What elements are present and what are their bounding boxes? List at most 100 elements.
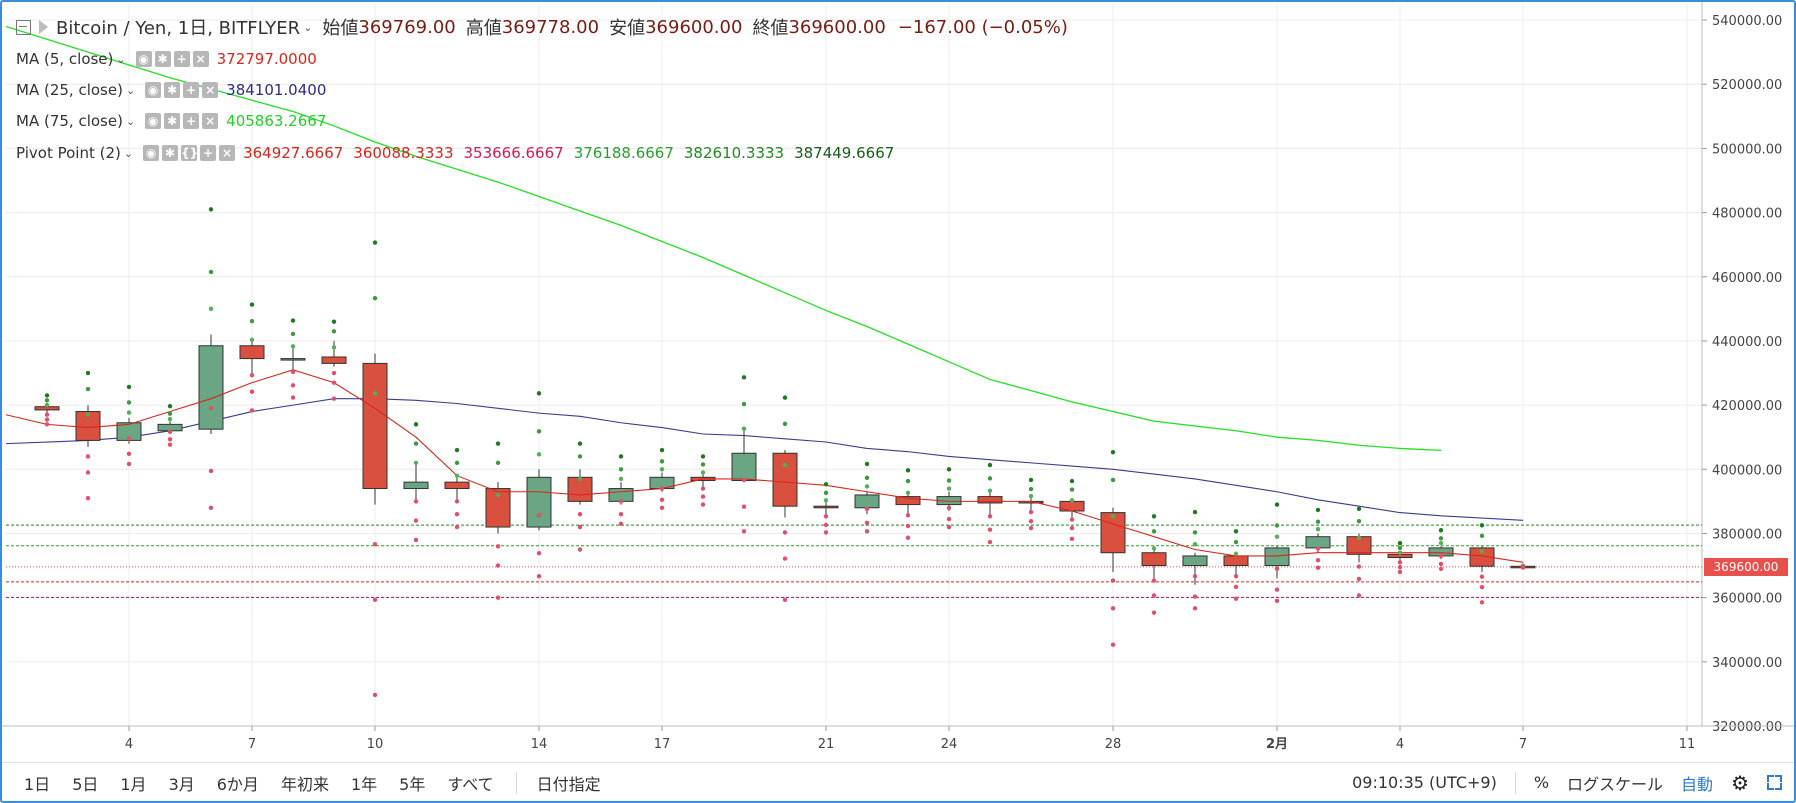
eye-icon[interactable]: ◉	[143, 145, 160, 161]
pivot-support-dot	[1438, 561, 1444, 567]
close-icon[interactable]: ×	[219, 145, 236, 161]
date-range-button[interactable]: 日付指定	[536, 774, 601, 794]
close-icon[interactable]: ×	[202, 82, 219, 98]
pivot-support-dot	[290, 369, 296, 375]
toolbar-divider	[1514, 771, 1516, 794]
time-axis-label: 14	[531, 737, 548, 752]
gear-icon[interactable]: ✱	[154, 51, 171, 67]
indicator-controls[interactable]: ◉ ✱ + ×	[135, 51, 209, 67]
candle-up	[198, 345, 224, 430]
price-axis-label: 400000.00	[1712, 463, 1782, 478]
pivot-resistance-dot	[536, 429, 542, 434]
pivot-resistance-dot	[905, 490, 911, 496]
symbol-title[interactable]: Bitcoin / Yen, 1日, BITFLYER	[56, 18, 301, 39]
pivot-support-dot	[85, 470, 91, 475]
range-ytd[interactable]: 年初来	[280, 774, 329, 794]
candle-down	[1100, 512, 1126, 554]
pivot-support-dot	[659, 497, 665, 502]
indicator-controls[interactable]: ◉ ✱ + ×	[145, 82, 219, 98]
pivot-r1-value: 376188.6667	[573, 144, 674, 162]
chevron-down-icon[interactable]: ⌄	[123, 146, 134, 160]
ma5-label[interactable]: MA (5, close)	[16, 50, 114, 68]
flag-icon[interactable]	[39, 20, 48, 34]
gear-icon[interactable]: ✱	[164, 82, 181, 98]
pivot-support-dot	[413, 537, 419, 543]
range-5y[interactable]: 5年	[399, 774, 426, 794]
gear-icon[interactable]: ✱	[162, 145, 179, 161]
plus-icon[interactable]: +	[200, 145, 217, 161]
pivot-resistance-dot	[208, 269, 214, 275]
price-axis-label: 360000.00	[1712, 592, 1782, 607]
pivot-resistance-dot	[208, 306, 214, 312]
pivot-resistance-dot	[290, 344, 296, 349]
price-chart[interactable]: 540000.00 520000.00 500000.00 480000.00 4600…	[2, 2, 1794, 762]
chevron-down-icon[interactable]: ⌄	[125, 83, 136, 97]
plus-icon[interactable]: +	[183, 113, 200, 129]
pivot-resistance-dot	[413, 441, 419, 446]
pivot-support-dot	[1233, 596, 1239, 601]
indicator-controls[interactable]: ◉ ✱ + ×	[145, 113, 219, 129]
fullscreen-icon[interactable]	[1767, 775, 1782, 790]
time-axis-label: 21	[818, 737, 835, 752]
candle-up	[403, 481, 429, 490]
plus-icon[interactable]: +	[183, 82, 200, 98]
range-all[interactable]: すべて	[447, 774, 494, 794]
pivot-resistance-dot	[1356, 518, 1362, 524]
collapse-icon[interactable]	[16, 19, 31, 35]
pivot-support-dot	[1151, 578, 1157, 583]
candle-up	[1305, 536, 1331, 549]
ma25-label[interactable]: MA (25, close)	[16, 81, 123, 99]
pivot-resistance-dot	[167, 416, 173, 422]
eye-icon[interactable]: ◉	[145, 113, 162, 129]
pivot-support-dot	[987, 514, 993, 519]
price-axis-label: 380000.00	[1712, 527, 1782, 542]
pivot-support-dot	[782, 556, 788, 561]
range-1m[interactable]: 1月	[120, 774, 147, 794]
pivot-label[interactable]: Pivot Point (2)	[16, 144, 121, 162]
pivot-resistance-dot	[700, 454, 706, 459]
pivot-resistance-dot	[823, 498, 829, 503]
pivot-support-dot	[126, 436, 132, 441]
log-scale-toggle[interactable]: ログスケール	[1567, 774, 1664, 794]
plus-icon[interactable]: +	[173, 51, 190, 67]
range-1d[interactable]: 1日	[24, 774, 51, 794]
pivot-resistance-dot	[659, 447, 665, 453]
pivot-support-dot	[372, 541, 378, 547]
pivot-support-dot	[1397, 560, 1403, 565]
pivot-support-dot	[823, 530, 829, 535]
gear-icon[interactable]: ⚙	[1731, 770, 1749, 795]
candle-up	[526, 476, 552, 528]
pivot-resistance-dot	[741, 375, 747, 380]
eye-icon[interactable]: ◉	[145, 82, 162, 98]
chevron-down-icon[interactable]: ⌄	[303, 20, 313, 34]
pivot-support-dot	[1028, 509, 1034, 515]
pivot-resistance-dot	[1069, 478, 1075, 484]
pivot-s3-value: 353666.6667	[463, 144, 564, 162]
clock[interactable]: 09:10:35 (UTC+9)	[1352, 773, 1497, 792]
close-icon[interactable]: ×	[192, 51, 209, 67]
pivot-support-dot	[946, 524, 952, 530]
range-6m[interactable]: 6か月	[216, 774, 259, 794]
range-3m[interactable]: 3月	[168, 774, 195, 794]
pivot-resistance-dot	[823, 490, 829, 496]
close-icon[interactable]: ×	[202, 113, 219, 129]
pivot-support-dot	[44, 422, 50, 427]
pivot-support-dot	[1397, 569, 1403, 575]
auto-scale-toggle[interactable]: 自動	[1681, 774, 1714, 794]
candle-down	[239, 345, 265, 360]
pivot-support-dot	[167, 442, 173, 447]
range-1y[interactable]: 1年	[350, 774, 378, 794]
pivot-resistance-dot	[1110, 449, 1116, 455]
time-axis-label: 28	[1105, 737, 1122, 752]
chevron-down-icon[interactable]: ⌄	[116, 52, 126, 66]
chevron-down-icon[interactable]: ⌄	[125, 114, 136, 128]
pivot-support-dot	[208, 468, 214, 474]
indicator-controls[interactable]: ◉ ✱{} + ×	[143, 145, 236, 161]
gear-icon[interactable]: ✱	[164, 113, 181, 129]
ma75-label[interactable]: MA (75, close)	[16, 112, 123, 130]
source-icon[interactable]: {}	[181, 145, 199, 161]
percent-toggle[interactable]: %	[1533, 773, 1550, 792]
eye-icon[interactable]: ◉	[135, 51, 152, 67]
open-value: 369769.00	[358, 16, 456, 38]
range-5d[interactable]: 5日	[72, 774, 99, 794]
